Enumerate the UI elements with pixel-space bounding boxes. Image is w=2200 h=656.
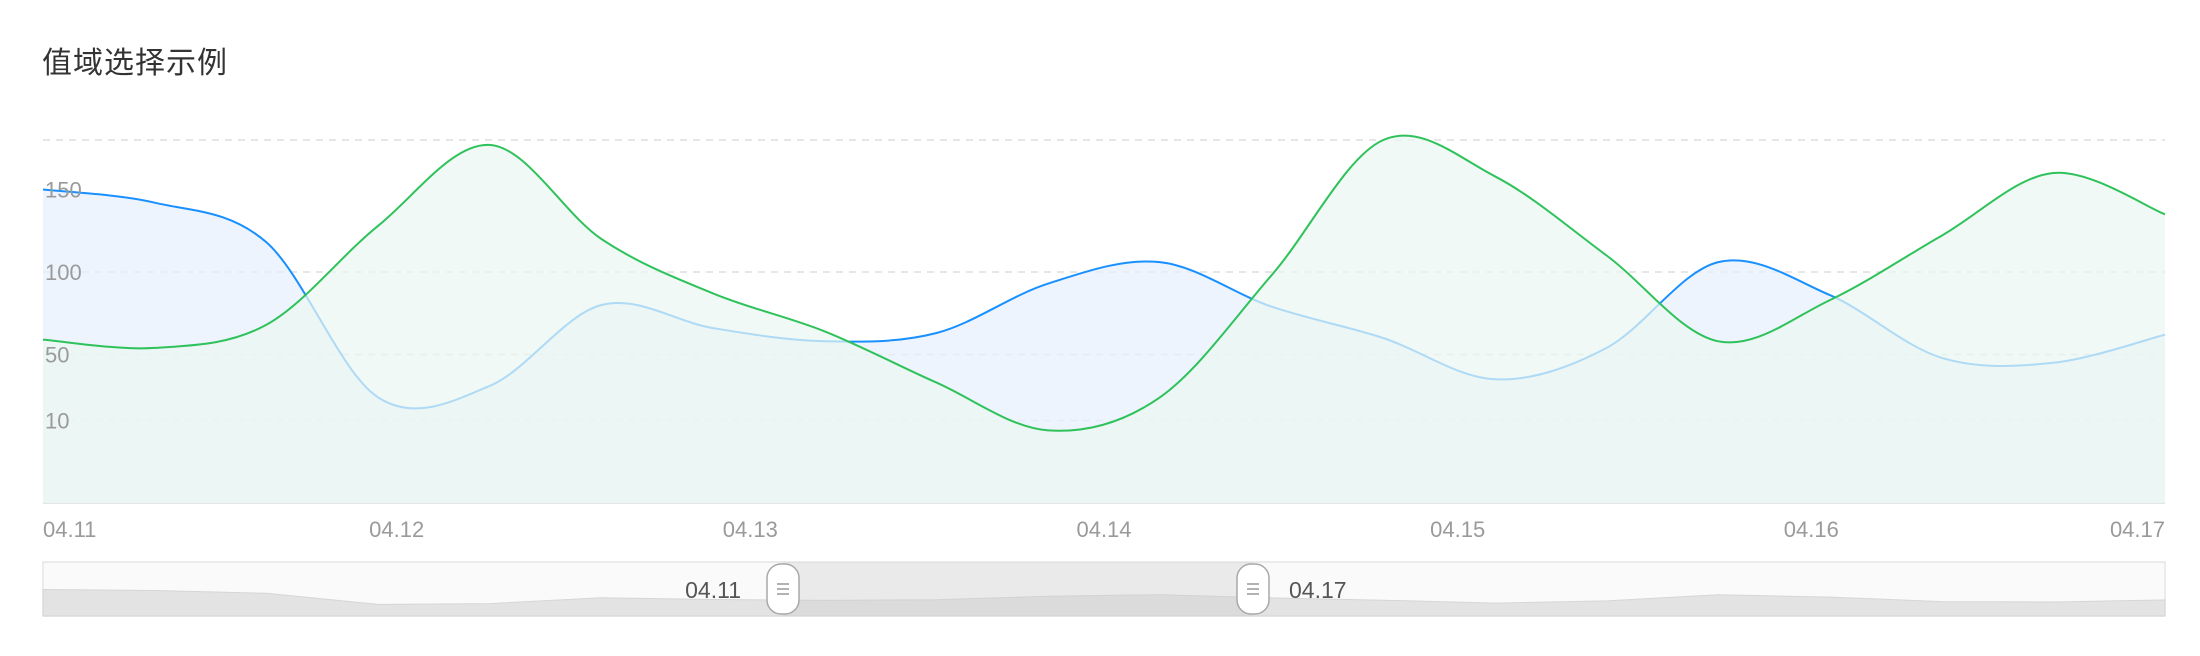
y-tick-label: 50	[45, 343, 69, 368]
series-layer	[42, 134, 2166, 503]
series-2-area	[43, 135, 2165, 503]
y-tick-label: 150	[45, 178, 82, 203]
range-slider[interactable]: 04.11 04.17	[42, 561, 2166, 617]
slider-selection	[783, 562, 1253, 616]
x-tick-label: 04.17	[2110, 517, 2165, 542]
slider-handle-end[interactable]	[1236, 563, 1270, 615]
x-tick-label: 04.16	[1784, 517, 1839, 542]
slider-start-label: 04.11	[685, 577, 741, 603]
series-2-line	[42, 134, 2166, 432]
x-tick-label: 04.15	[1430, 517, 1485, 542]
series-2	[42, 134, 2166, 503]
chart-title: 值域选择示例	[42, 46, 228, 81]
y-axis: 10 50 100 150	[45, 178, 82, 434]
slider-thumbnail	[42, 588, 2166, 617]
slider-handle-start[interactable]	[766, 563, 800, 615]
x-tick-label: 04.14	[1076, 517, 1131, 542]
x-tick-label: 04.12	[369, 517, 424, 542]
slider-end-label: 04.17	[1289, 577, 1347, 603]
x-tick-label: 04.13	[723, 517, 778, 542]
x-axis: 04.11 04.12 04.13 04.14 04.15 04.16 04.17	[43, 517, 2165, 542]
y-tick-label: 10	[45, 409, 69, 434]
y-tick-label: 100	[45, 260, 82, 285]
x-tick-label: 04.11	[43, 517, 96, 542]
